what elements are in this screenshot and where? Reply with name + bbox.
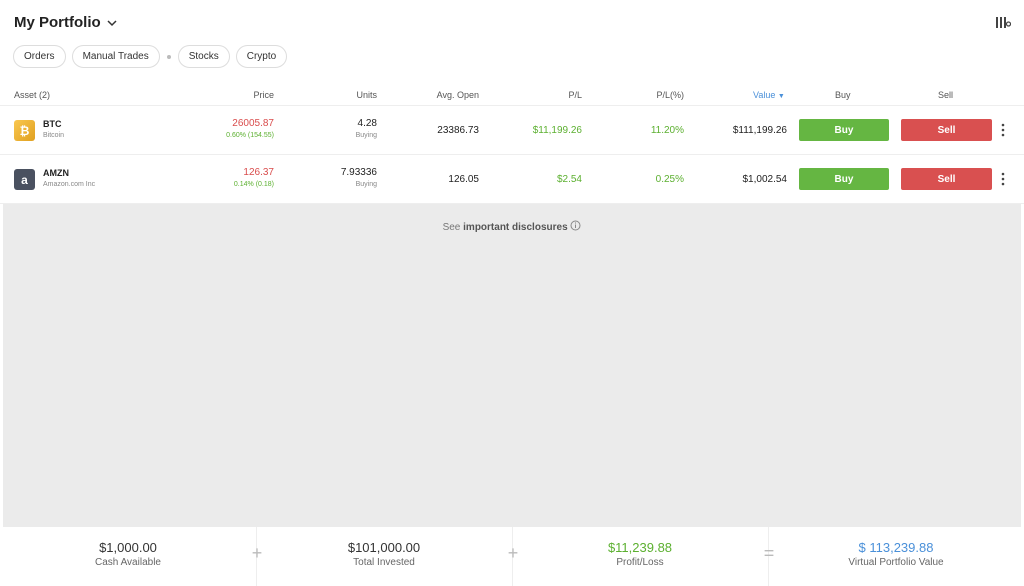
divider — [768, 527, 769, 586]
disclosure-text: See important disclosures — [3, 220, 1021, 233]
header-units[interactable]: Units — [356, 90, 377, 100]
disclosures-link[interactable]: important disclosures — [463, 222, 568, 233]
buy-button[interactable]: Buy — [799, 119, 889, 141]
asset-price: 126.37 — [243, 167, 274, 178]
header-value-label: Value — [753, 90, 776, 100]
profit-loss-label: Profit/Loss — [616, 557, 664, 568]
more-options-icon[interactable] — [1001, 172, 1005, 186]
sell-button[interactable]: Sell — [901, 119, 992, 141]
filter-crypto[interactable]: Crypto — [235, 45, 288, 68]
asset-price: 26005.87 — [232, 118, 274, 129]
asset-change: 0.14% (0.18) — [233, 181, 274, 188]
asset-avg-open: 23386.73 — [437, 125, 479, 136]
separator-dot — [166, 54, 171, 59]
empty-content-area: See important disclosures — [3, 204, 1021, 527]
asset-name: Bitcoin — [43, 132, 65, 139]
header-pl[interactable]: P/L — [568, 90, 582, 100]
view-settings-icon[interactable] — [995, 15, 1011, 29]
total-invested-value: $101,000.00 — [347, 540, 421, 555]
asset-change: 0.60% (154.55) — [226, 132, 274, 139]
profit-loss: $11,239.88 Profit/Loss — [560, 540, 720, 568]
asset-units: 7.93336 — [340, 167, 377, 178]
portfolio-header[interactable]: My Portfolio — [14, 14, 117, 31]
filter-stocks[interactable]: Stocks — [177, 45, 230, 68]
asset-avg-open: 126.05 — [448, 174, 479, 185]
virtual-portfolio-value: $ 113,239.88 Virtual Portfolio Value — [816, 540, 976, 568]
divider — [256, 527, 257, 586]
filter-bar: Orders Manual Trades Stocks Crypto — [13, 45, 288, 68]
sort-desc-icon: ▼ — [777, 93, 785, 100]
asset-name: Amazon.com Inc — [43, 181, 96, 188]
asset-pl: $11,199.26 — [532, 125, 582, 136]
header-avg-open[interactable]: Avg. Open — [436, 90, 479, 100]
asset-value: $1,002.54 — [742, 174, 788, 185]
header-pl-pct[interactable]: P/L(%) — [656, 90, 684, 100]
plus-icon: + — [507, 543, 519, 563]
header-sell: Sell — [938, 90, 954, 100]
virtual-portfolio-value-amount: $ 113,239.88 — [858, 540, 934, 555]
asset-value: $111,199.26 — [732, 125, 787, 136]
portfolio-table: Asset (2) Price Units Avg. Open P/L P/L(… — [0, 82, 1024, 204]
header-buy: Buy — [835, 90, 851, 100]
asset-symbol[interactable]: AMZN — [43, 168, 69, 178]
plus-icon: + — [251, 543, 263, 563]
cash-available: $1,000.00 Cash Available — [48, 540, 208, 568]
units-status: Buying — [355, 181, 377, 188]
cash-available-value: $1,000.00 — [99, 540, 157, 555]
asset-symbol[interactable]: BTC — [43, 119, 62, 129]
asset-pl: $2.54 — [556, 174, 582, 185]
asset-pl-pct: 0.25% — [655, 174, 684, 185]
bitcoin-icon: ₿ — [14, 120, 35, 141]
virtual-portfolio-value-label: Virtual Portfolio Value — [848, 557, 944, 568]
cash-available-label: Cash Available — [95, 557, 161, 568]
more-options-icon[interactable] — [1001, 123, 1005, 137]
portfolio-summary: $1,000.00 Cash Available + $101,000.00 T… — [0, 527, 1024, 586]
equals-icon: = — [763, 543, 775, 563]
header-asset[interactable]: Asset (2) — [14, 90, 51, 100]
header-price[interactable]: Price — [253, 90, 274, 100]
filter-orders[interactable]: Orders — [13, 45, 66, 68]
profit-loss-value: $11,239.88 — [607, 540, 673, 555]
amazon-icon: a — [14, 169, 35, 190]
table-row[interactable]: a AMZN Amazon.com Inc 126.37 0.14% (0.18… — [0, 155, 1024, 204]
table-header: Asset (2) Price Units Avg. Open P/L P/L(… — [0, 82, 1024, 106]
header-value[interactable]: Value ▼ — [753, 90, 785, 100]
asset-units: 4.28 — [357, 118, 377, 129]
page-title: My Portfolio — [14, 14, 101, 31]
total-invested-label: Total Invested — [353, 557, 415, 568]
filter-manual-trades[interactable]: Manual Trades — [71, 45, 160, 68]
chevron-down-icon[interactable] — [107, 18, 117, 28]
asset-pl-pct: 11.20% — [650, 125, 684, 136]
units-status: Buying — [355, 132, 377, 139]
sell-button[interactable]: Sell — [901, 168, 992, 190]
disclosure-prefix: See — [442, 222, 461, 233]
total-invested: $101,000.00 Total Invested — [304, 540, 464, 568]
buy-button[interactable]: Buy — [799, 168, 889, 190]
info-icon[interactable] — [570, 220, 581, 231]
divider — [512, 527, 513, 586]
table-row[interactable]: ₿ BTC Bitcoin 26005.87 0.60% (154.55) 4.… — [0, 106, 1024, 155]
